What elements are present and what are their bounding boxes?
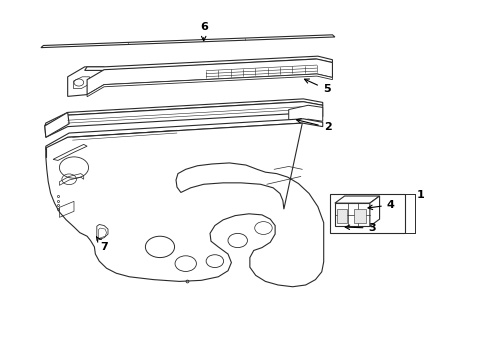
- Polygon shape: [335, 196, 380, 203]
- Polygon shape: [370, 196, 380, 226]
- Polygon shape: [45, 99, 323, 126]
- Polygon shape: [335, 203, 370, 226]
- Polygon shape: [87, 59, 332, 95]
- Text: 1: 1: [417, 190, 425, 200]
- Text: 2: 2: [296, 119, 331, 132]
- Polygon shape: [45, 112, 69, 137]
- Text: 7: 7: [97, 237, 108, 252]
- Polygon shape: [87, 74, 332, 97]
- Text: 4: 4: [368, 200, 394, 210]
- Text: 3: 3: [345, 223, 376, 233]
- Polygon shape: [289, 105, 323, 124]
- Polygon shape: [46, 119, 323, 150]
- Polygon shape: [97, 225, 108, 240]
- Polygon shape: [354, 209, 367, 223]
- Polygon shape: [46, 123, 324, 287]
- Text: 5: 5: [304, 79, 330, 94]
- Polygon shape: [68, 67, 104, 96]
- Polygon shape: [74, 77, 90, 89]
- Polygon shape: [45, 102, 323, 137]
- Bar: [330, 194, 405, 233]
- Text: 6: 6: [200, 22, 208, 41]
- Polygon shape: [85, 56, 332, 71]
- Polygon shape: [337, 209, 347, 223]
